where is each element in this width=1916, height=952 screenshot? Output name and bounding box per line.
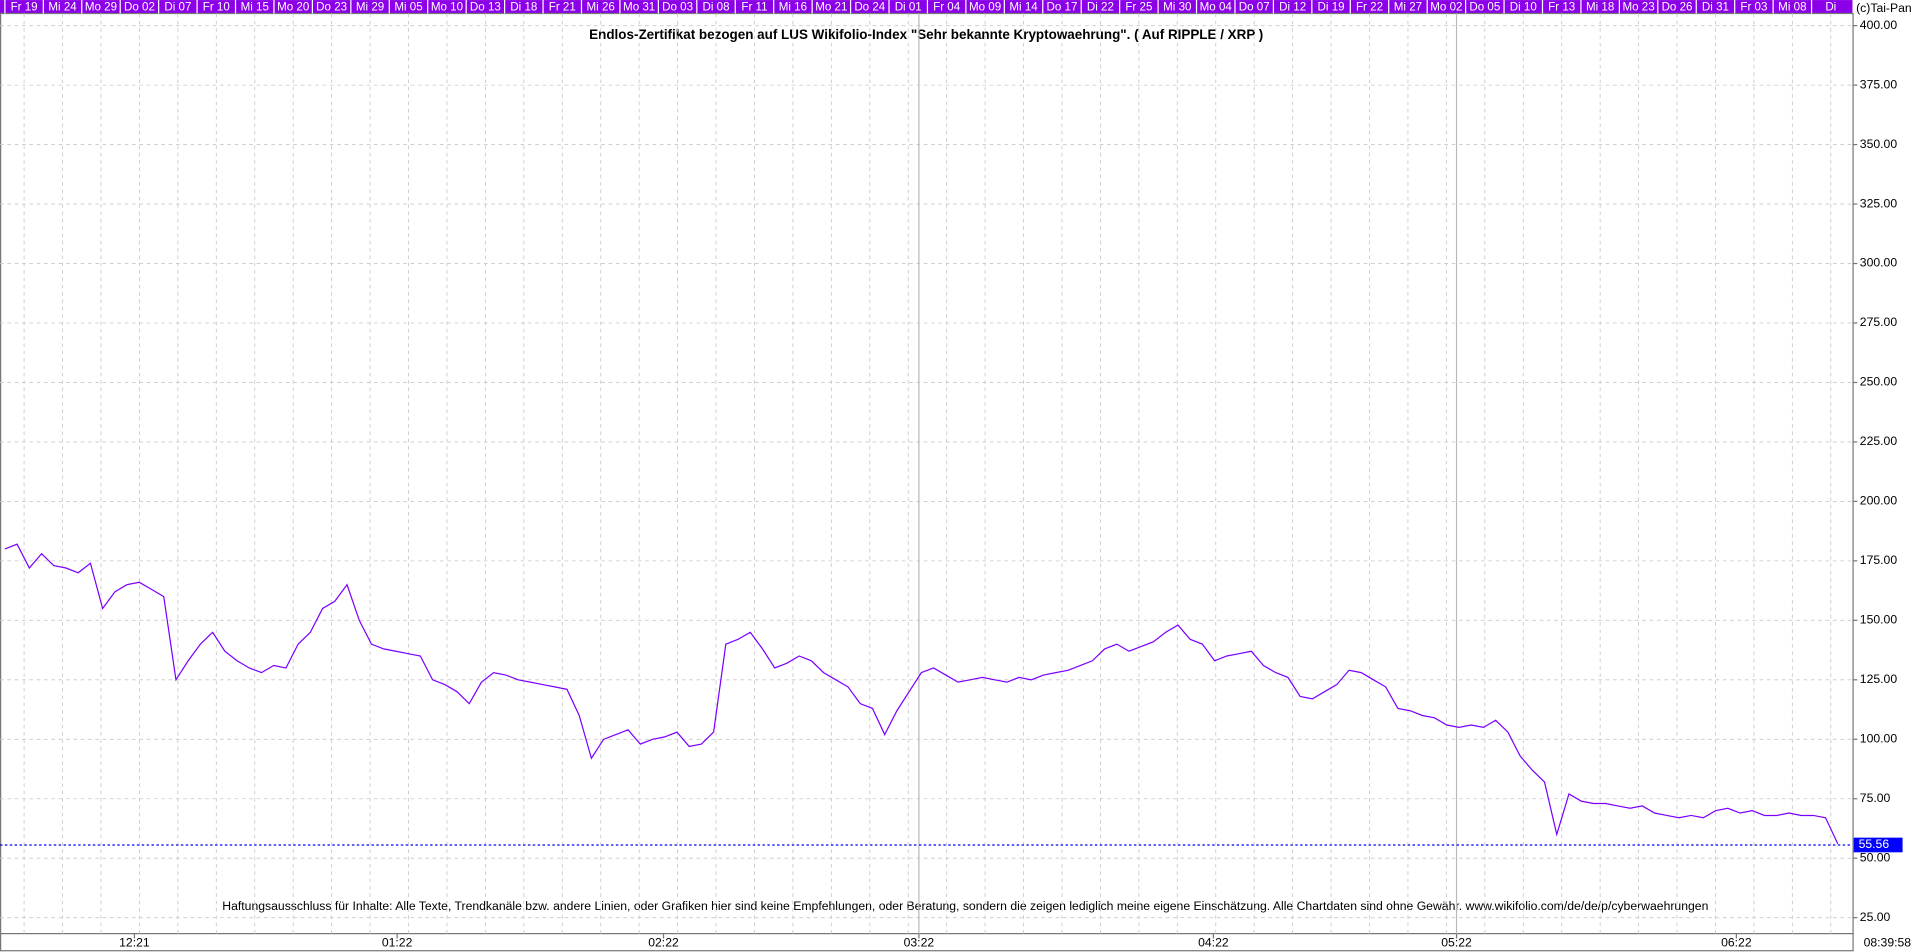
last-value-label: 55.56 xyxy=(1859,837,1890,851)
x-tick-label: 03:22 xyxy=(904,936,935,950)
date-label: Mi 05 xyxy=(394,0,422,13)
date-label: Mi 30 xyxy=(1163,0,1191,13)
date-label: Do 26 xyxy=(1662,0,1693,13)
date-label: Do 03 xyxy=(662,0,693,13)
date-label: Mi 14 xyxy=(1009,0,1038,13)
date-label: Do 02 xyxy=(124,0,155,13)
date-label: Di 07 xyxy=(164,0,191,13)
y-tick-label: 100.00 xyxy=(1860,731,1898,745)
date-label: Do 07 xyxy=(1239,0,1270,13)
date-label: Mi 26 xyxy=(587,0,615,13)
x-tick-label: 04:22 xyxy=(1198,936,1229,950)
price-line xyxy=(4,543,1839,845)
date-label: Fr 22 xyxy=(1356,0,1383,13)
date-bar xyxy=(0,0,1853,14)
x-tick-label: 06:22 xyxy=(1721,936,1752,950)
x-axis-bar xyxy=(0,933,1854,952)
last-value-box xyxy=(1853,837,1903,853)
date-label: Mo 04 xyxy=(1200,0,1233,13)
date-label: Fr 11 xyxy=(741,0,767,13)
time: 08:39:58 xyxy=(1864,936,1912,950)
date-label: Di xyxy=(1825,0,1836,13)
date-label: Di 18 xyxy=(510,0,537,13)
y-tick-label: 125.00 xyxy=(1860,672,1898,686)
y-tick-label: 400.00 xyxy=(1860,18,1898,32)
y-tick-label: 300.00 xyxy=(1860,256,1898,270)
date-label: Mo 09 xyxy=(969,0,1001,13)
date-label: Fr 13 xyxy=(1548,0,1575,13)
y-tick-label: 225.00 xyxy=(1860,434,1898,448)
disclaimer: Haftungsausschluss für Inhalte: Alle Tex… xyxy=(222,899,1708,913)
y-tick-label: 375.00 xyxy=(1860,77,1898,91)
x-tick-label: 02:22 xyxy=(648,936,679,950)
y-tick-label: 50.00 xyxy=(1860,850,1891,864)
y-tick-label: 250.00 xyxy=(1860,375,1898,389)
date-label: Mo 20 xyxy=(277,0,309,13)
date-label: Mi 08 xyxy=(1778,0,1806,13)
date-label: Mi 24 xyxy=(48,0,77,13)
date-label: Mo 31 xyxy=(623,0,655,13)
x-tick-label: 12:21 xyxy=(119,936,150,950)
copyright: (c)Tai-Pan xyxy=(1856,1,1912,15)
date-label: Fr 19 xyxy=(11,0,38,13)
date-label: Mi 29 xyxy=(356,0,384,13)
date-label: Mo 02 xyxy=(1430,0,1462,13)
x-tick-label: 01:22 xyxy=(382,936,413,950)
date-label: Di 10 xyxy=(1510,0,1537,13)
date-label: Di 08 xyxy=(702,0,729,13)
chart-title: Endlos-Zertifikat bezogen auf LUS Wikifo… xyxy=(589,27,1263,42)
y-tick-label: 75.00 xyxy=(1860,791,1891,805)
date-label: Di 22 xyxy=(1087,0,1114,13)
y-tick-label: 200.00 xyxy=(1860,494,1898,508)
date-label: Fr 04 xyxy=(933,0,961,13)
date-label: Mo 21 xyxy=(815,0,847,13)
date-label: Do 13 xyxy=(470,0,501,13)
y-tick-label: 150.00 xyxy=(1860,613,1898,627)
y-tick-label: 350.00 xyxy=(1860,137,1898,151)
date-label: Mi 15 xyxy=(241,0,269,13)
y-tick-label: 25.00 xyxy=(1860,910,1891,924)
date-label: Mo 29 xyxy=(85,0,117,13)
date-label: Mi 27 xyxy=(1394,0,1422,13)
date-label: Mi 18 xyxy=(1586,0,1614,13)
date-label: Fr 21 xyxy=(549,0,576,13)
y-tick-label: 325.00 xyxy=(1860,196,1898,210)
date-label: Fr 10 xyxy=(203,0,230,13)
date-label: Di 31 xyxy=(1702,0,1729,13)
date-label: Di 12 xyxy=(1279,0,1306,13)
x-tick-label: 05:22 xyxy=(1441,936,1472,950)
date-label: Do 24 xyxy=(854,0,885,13)
date-label: Di 01 xyxy=(895,0,922,13)
date-label: Do 17 xyxy=(1047,0,1078,13)
date-label: Do 23 xyxy=(316,0,347,13)
date-label: Do 05 xyxy=(1469,0,1500,13)
date-label: Fr 03 xyxy=(1740,0,1767,13)
date-label: Mo 10 xyxy=(431,0,463,13)
y-tick-label: 275.00 xyxy=(1860,315,1898,329)
date-label: Di 19 xyxy=(1318,0,1345,13)
date-label: Mo 23 xyxy=(1622,0,1654,13)
y-tick-label: 175.00 xyxy=(1860,553,1898,567)
date-label: Mi 16 xyxy=(779,0,807,13)
date-label: Fr 25 xyxy=(1125,0,1152,13)
